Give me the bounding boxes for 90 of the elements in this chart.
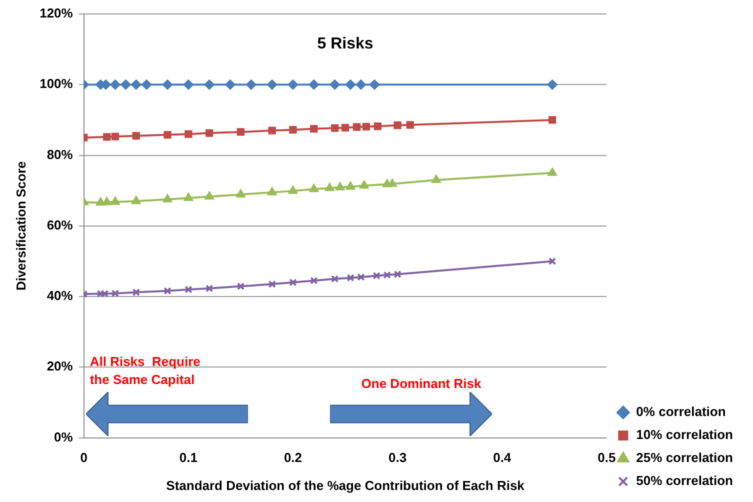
point	[131, 80, 142, 90]
point	[268, 280, 276, 288]
point	[132, 196, 141, 204]
point	[288, 186, 298, 194]
annotation: One Dominant Risk	[361, 376, 482, 391]
x-tick-label: 0.1	[179, 450, 198, 466]
point	[164, 287, 172, 295]
point	[184, 286, 192, 294]
y-tick-label: 100%	[40, 76, 74, 92]
point	[309, 184, 318, 192]
point	[111, 290, 120, 298]
point	[142, 80, 152, 90]
x-tick-label: 0.4	[493, 450, 512, 466]
legend-label: 25% correlation	[636, 450, 734, 466]
point	[103, 133, 111, 141]
point	[268, 126, 276, 134]
point	[111, 132, 120, 140]
point	[162, 80, 173, 90]
point	[548, 168, 557, 176]
point	[110, 80, 120, 90]
point	[330, 124, 339, 132]
point	[268, 187, 277, 196]
point	[110, 196, 120, 205]
legend-label: 10% correlation	[636, 427, 734, 442]
point	[225, 80, 236, 90]
point	[206, 129, 214, 137]
point	[325, 183, 334, 192]
point	[356, 80, 366, 90]
point	[236, 128, 245, 136]
point	[204, 192, 214, 200]
point	[163, 194, 172, 202]
point	[310, 124, 318, 133]
point	[288, 80, 298, 90]
point	[183, 80, 194, 90]
point	[330, 80, 340, 90]
point	[383, 271, 391, 279]
point	[96, 198, 106, 206]
point	[267, 80, 278, 90]
point	[236, 282, 245, 290]
point	[346, 182, 355, 190]
point	[432, 174, 441, 183]
point	[548, 116, 556, 124]
annotation: All Risks Require the Same Capital	[90, 354, 200, 387]
x-axis-title: Standard Deviation of the %age Contribution of Each Risk	[166, 478, 526, 493]
point	[346, 274, 354, 282]
point	[341, 124, 350, 132]
legend-label: 50% correlation	[636, 473, 734, 488]
point	[206, 284, 214, 292]
point	[357, 273, 365, 281]
point	[370, 80, 380, 90]
point	[310, 276, 318, 284]
point	[336, 182, 345, 190]
point	[345, 80, 356, 90]
point	[547, 80, 558, 90]
y-tick-label: 80%	[46, 146, 74, 162]
point	[236, 189, 246, 198]
point	[132, 288, 140, 296]
point	[352, 123, 361, 131]
point	[96, 290, 104, 298]
point	[246, 80, 256, 90]
y-tick-label: 0%	[54, 429, 74, 444]
point	[289, 278, 297, 286]
x-tick-label: 0.2	[284, 450, 302, 466]
y-tick-label: 40%	[46, 288, 74, 304]
point	[394, 121, 402, 130]
legend-label: 0% correlation	[636, 404, 726, 420]
point	[120, 80, 131, 90]
point	[100, 290, 109, 298]
point	[372, 272, 380, 280]
y-tick-label: 120%	[40, 6, 74, 21]
x-tick-label: 0.5	[598, 450, 616, 466]
point	[184, 193, 193, 201]
x-tick-label: 0.3	[388, 450, 407, 466]
text: 5 Risks	[317, 35, 374, 52]
point	[330, 275, 339, 283]
point	[308, 80, 319, 90]
x-tick-label: 0	[80, 450, 88, 466]
point	[360, 180, 369, 189]
point	[394, 270, 402, 278]
point	[204, 80, 214, 90]
y-axis-title: Diversification Score	[13, 161, 28, 291]
point	[362, 122, 370, 130]
point	[164, 130, 172, 139]
y-tick-label: 20%	[46, 358, 74, 374]
y-tick-label: 60%	[46, 217, 74, 232]
point	[184, 130, 192, 138]
point	[406, 121, 414, 129]
point	[374, 122, 382, 130]
point	[289, 126, 297, 134]
point	[132, 132, 140, 140]
